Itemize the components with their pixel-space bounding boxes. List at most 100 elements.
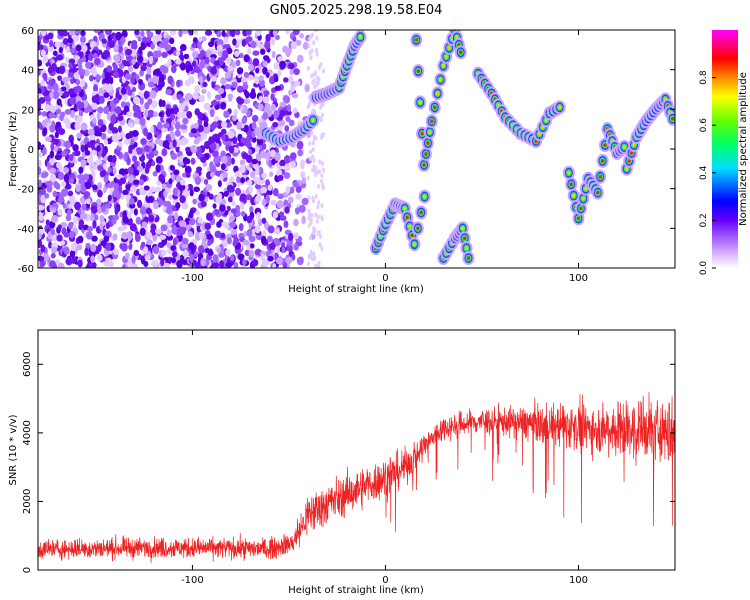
spectrogram-noise-point bbox=[315, 35, 319, 41]
spectrogram-noise-point bbox=[68, 88, 75, 96]
spectrogram-noise-point bbox=[58, 171, 65, 181]
spectrogram-noise-point bbox=[128, 148, 133, 154]
spectrogram-noise-point bbox=[74, 30, 81, 35]
spectrogram-noise-point bbox=[248, 249, 255, 258]
spectrogram-noise-point bbox=[260, 235, 267, 245]
spectrogram-noise-point bbox=[148, 214, 155, 223]
spectrogram-noise-point bbox=[131, 155, 138, 163]
spectrogram-noise-point bbox=[255, 30, 262, 37]
spectrogram-noise-point bbox=[40, 30, 47, 37]
spectrogram-noise-point bbox=[313, 109, 317, 115]
spectrogram-ridge-peak bbox=[311, 118, 315, 123]
spectrogram-noise-point bbox=[60, 240, 66, 246]
spectrogram-noise-point bbox=[122, 189, 129, 196]
spectrogram-noise-point bbox=[299, 33, 305, 39]
spectrogram-noise-point bbox=[304, 83, 310, 93]
spectrogram-noise-point bbox=[102, 83, 110, 90]
spectrogram-noise-point bbox=[148, 55, 154, 65]
spectrogram-noise-point bbox=[55, 259, 61, 266]
spectrogram-noise-point bbox=[179, 43, 187, 52]
spectrogram-noise-point bbox=[301, 215, 306, 225]
spectrogram-noise-point bbox=[272, 211, 279, 219]
spectrogram-noise-point bbox=[292, 30, 300, 36]
spectrogram-noise-point bbox=[179, 62, 186, 71]
spectrogram-noise-point bbox=[112, 167, 117, 175]
spectrogram-noise-point bbox=[68, 195, 76, 203]
spectrogram-ridge-peak bbox=[444, 54, 448, 59]
snr-plot-area bbox=[38, 330, 675, 570]
spectrogram-noise-point bbox=[257, 103, 264, 111]
spectrogram-noise-point bbox=[265, 194, 270, 204]
spectrogram-noise-point bbox=[120, 101, 127, 108]
spectrogram-noise-point bbox=[88, 52, 94, 62]
spectrogram-noise-point bbox=[242, 239, 250, 246]
spectrogram-noise-point bbox=[148, 151, 155, 158]
spectrogram-noise-point bbox=[40, 244, 46, 253]
spectrogram-noise-point bbox=[42, 55, 49, 64]
spectrogram-noise-point bbox=[312, 158, 316, 164]
spectrogram-noise-point bbox=[249, 243, 255, 249]
spectrogram-noise-point bbox=[311, 154, 315, 160]
spectrogram-ridge-peak bbox=[407, 224, 412, 229]
spectrogram-ridge-peak bbox=[430, 119, 434, 124]
spectrogram-ridge-peak bbox=[428, 130, 432, 134]
spectrogram-noise-point bbox=[321, 167, 325, 173]
spectrogram-noise-point bbox=[299, 256, 304, 265]
spectrogram-noise-point bbox=[38, 166, 42, 176]
spectrogram-noise-point bbox=[38, 59, 43, 67]
spectrogram-noise-point bbox=[139, 186, 144, 195]
spectrogram-noise-point bbox=[207, 250, 214, 256]
spectrogram-noise-point bbox=[222, 50, 228, 58]
spectrogram-noise-point bbox=[167, 59, 172, 68]
spectrogram-noise-point bbox=[48, 79, 55, 87]
spectrogram-noise-point bbox=[276, 200, 284, 209]
spectrogram-ridge-peak bbox=[433, 105, 437, 110]
spectrogram-noise-point bbox=[105, 30, 111, 35]
spectrogram-y-tick-label: -20 bbox=[18, 185, 34, 196]
spectrogram-noise-point bbox=[277, 193, 284, 200]
spectrogram-noise-point bbox=[133, 160, 138, 168]
spectrogram-noise-point bbox=[293, 80, 301, 87]
spectrogram-noise-point bbox=[232, 114, 238, 122]
spectrogram-noise-point bbox=[165, 134, 171, 143]
spectrogram-noise-point bbox=[219, 59, 224, 66]
spectrogram-noise-point bbox=[310, 212, 314, 218]
spectrogram-noise-point bbox=[175, 174, 181, 184]
spectrogram-noise-point bbox=[217, 180, 222, 188]
spectrogram-noise-point bbox=[144, 102, 150, 110]
spectrogram-noise-point bbox=[129, 197, 135, 205]
spectrogram-noise-point bbox=[243, 71, 250, 78]
spectrogram-noise-point bbox=[312, 251, 316, 257]
spectrogram-noise-point bbox=[227, 65, 234, 72]
spectrogram-noise-point bbox=[227, 130, 235, 139]
spectrogram-noise-point bbox=[128, 122, 134, 129]
spectrogram-noise-point bbox=[270, 93, 275, 101]
spectrogram-noise-point bbox=[189, 209, 194, 219]
spectrogram-noise-point bbox=[58, 46, 64, 54]
spectrogram-noise-point bbox=[315, 51, 319, 57]
spectrogram-noise-point bbox=[137, 36, 142, 42]
spectrogram-noise-point bbox=[61, 180, 67, 188]
spectrogram-noise-point bbox=[288, 76, 293, 84]
spectrogram-noise-point bbox=[134, 117, 140, 125]
spectrogram-noise-point bbox=[288, 232, 294, 242]
spectrogram-noise-point bbox=[166, 242, 172, 249]
spectrogram-noise-point bbox=[307, 223, 311, 229]
spectrogram-noise-point bbox=[158, 197, 164, 207]
spectrogram-noise-point bbox=[80, 212, 88, 220]
spectrogram-noise-point bbox=[168, 178, 173, 185]
spectrogram-noise-point bbox=[51, 214, 59, 224]
spectrogram-noise-point bbox=[174, 121, 181, 131]
spectrogram-noise-point bbox=[211, 80, 216, 89]
spectrogram-noise-point bbox=[150, 42, 155, 50]
spectrogram-noise-point bbox=[164, 44, 172, 52]
spectrogram-noise-point bbox=[136, 55, 144, 63]
spectrogram-noise-point bbox=[269, 149, 277, 158]
spectrogram-noise-point bbox=[284, 125, 290, 132]
spectrogram-noise-point bbox=[236, 121, 242, 130]
spectrogram-noise-point bbox=[180, 124, 188, 130]
spectrogram-noise-point bbox=[169, 164, 176, 171]
spectrogram-ridge-peak bbox=[579, 206, 583, 211]
spectrogram-noise-point bbox=[167, 75, 174, 85]
colorbar-label: Normalized spectral amplitude bbox=[738, 72, 749, 226]
